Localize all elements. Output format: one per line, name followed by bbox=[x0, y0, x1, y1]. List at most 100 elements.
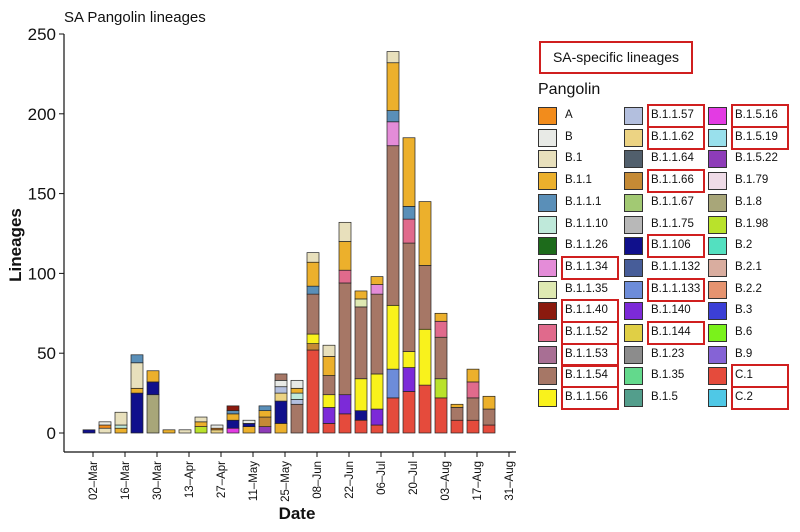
bar-segment bbox=[130, 362, 144, 389]
legend-item: B.1.8 bbox=[708, 193, 790, 213]
bar-segment bbox=[354, 306, 368, 380]
bar-segment bbox=[322, 375, 336, 396]
bar-segment bbox=[338, 221, 352, 242]
y-tick-label: 150 bbox=[28, 185, 56, 204]
bar-segment bbox=[146, 394, 160, 434]
x-tick-label: 30–Mar bbox=[152, 461, 164, 500]
x-axis: 02–Mar 16–Mar 30–Mar 13–Apr 27–Apr 11–May 25–M… bbox=[64, 451, 516, 502]
bar-segment bbox=[370, 373, 384, 410]
x-tick-label: 02–Mar bbox=[88, 461, 100, 500]
legend-swatch bbox=[708, 237, 727, 256]
legend-label: B.1.1.62 bbox=[651, 130, 694, 143]
bar-segment bbox=[306, 333, 320, 344]
legend-swatch bbox=[708, 172, 727, 191]
legend-label: B.1.35 bbox=[651, 369, 685, 382]
bar-segment bbox=[466, 397, 480, 421]
bar-segment bbox=[402, 206, 416, 220]
bar-segment bbox=[290, 387, 304, 394]
x-axis-label: Date bbox=[279, 504, 316, 523]
legend-swatch bbox=[538, 215, 557, 234]
bar-segment bbox=[226, 427, 240, 434]
legend-item: B.1.1.75 bbox=[624, 215, 706, 235]
y-tick-label: 50 bbox=[37, 344, 56, 363]
legend-item: B.1 bbox=[538, 149, 620, 169]
bar-segment bbox=[98, 427, 112, 434]
bar-segment bbox=[274, 379, 288, 388]
legend-label: B.1.1.1 bbox=[565, 195, 602, 208]
legend-label: B.6 bbox=[735, 326, 753, 338]
bar-segment bbox=[274, 373, 288, 381]
bar-segment bbox=[482, 395, 496, 410]
bar-segment bbox=[466, 419, 480, 434]
legend-label: B.1.1.54 bbox=[565, 369, 608, 382]
legend-label: B.1.1.57 bbox=[651, 109, 694, 121]
x-tick-label: 20–Jul bbox=[408, 461, 420, 495]
legend-item: B.1.1.34 bbox=[538, 255, 620, 280]
legend-item: B.1.1.133 bbox=[624, 277, 706, 302]
bar-segment bbox=[98, 421, 112, 426]
legend-label: B.1.1.133 bbox=[651, 282, 701, 295]
bar-segment bbox=[258, 405, 272, 412]
bar-segment bbox=[242, 423, 256, 427]
bar-segment bbox=[98, 424, 112, 429]
legend-label: B.2.2 bbox=[735, 282, 762, 295]
legend-item: B.1.5 bbox=[624, 388, 706, 408]
bar-segment bbox=[146, 381, 160, 396]
legend-label: B.1.106 bbox=[651, 239, 691, 252]
legend-item: B.3 bbox=[708, 301, 790, 321]
legend-swatch bbox=[538, 280, 557, 299]
bar-segment bbox=[322, 356, 336, 376]
legend-item: B.1.98 bbox=[708, 215, 790, 235]
legend-item: B.1.5.19 bbox=[708, 125, 790, 150]
legend-label: B bbox=[565, 130, 573, 143]
legend-label: B.1.1.66 bbox=[651, 174, 694, 187]
legend-item: B.1.1.40 bbox=[538, 299, 620, 324]
legend-title: Pangolin bbox=[538, 81, 601, 98]
legend-swatch bbox=[624, 172, 643, 191]
legend-label: B.3 bbox=[735, 304, 753, 317]
bar-segment bbox=[258, 416, 272, 427]
legend-label: B.1.144 bbox=[651, 326, 691, 338]
legend-swatch bbox=[624, 128, 643, 147]
legend-item: B.1.1.53 bbox=[538, 342, 620, 367]
legend-item: B.1.1.54 bbox=[538, 364, 620, 389]
legend-label: B.1.8 bbox=[735, 195, 762, 208]
legend-swatch bbox=[624, 280, 643, 299]
legend-item: B.6 bbox=[708, 323, 790, 343]
legend-item: B.1.1.26 bbox=[538, 236, 620, 256]
legend-swatch bbox=[538, 193, 557, 212]
legend-swatch bbox=[708, 367, 727, 386]
legend-item: C.2 bbox=[708, 386, 790, 411]
bar-segment bbox=[290, 403, 304, 434]
bar-segment bbox=[322, 407, 336, 424]
bar-segment bbox=[338, 282, 352, 396]
bar-segment bbox=[386, 121, 400, 147]
bar-segment bbox=[242, 426, 256, 434]
bar-segment bbox=[242, 419, 256, 424]
legend-item: B.2.2 bbox=[708, 280, 790, 300]
legend-label: B.1.23 bbox=[651, 347, 685, 360]
x-tick-label: 22–Jun bbox=[344, 461, 356, 499]
legend-item: B.9 bbox=[708, 345, 790, 365]
bar-segment bbox=[386, 304, 400, 370]
legend-item: B.1.5.22 bbox=[708, 149, 790, 169]
legend-label: B.1.1.67 bbox=[651, 195, 694, 208]
bar-segment bbox=[258, 426, 272, 434]
legend-item: B.1.5.16 bbox=[708, 104, 790, 128]
legend-label: B.2.1 bbox=[735, 260, 762, 273]
legend-swatch bbox=[708, 389, 727, 408]
y-axis: 0 50 100 150 200 250 bbox=[28, 25, 65, 452]
chart-title: SA Pangolin lineages bbox=[64, 9, 206, 26]
legend-label: B.1.1.132 bbox=[651, 260, 701, 273]
legend-item: B.1.1.62 bbox=[624, 125, 706, 150]
bar-segment bbox=[418, 384, 432, 434]
bar-segment bbox=[354, 378, 368, 412]
legend-swatch bbox=[538, 107, 557, 125]
bar-segment bbox=[418, 328, 432, 386]
bar-segment bbox=[306, 261, 320, 287]
legend-swatch bbox=[708, 215, 727, 234]
x-tick-label: 08–Jun bbox=[312, 461, 324, 499]
legend-item: B.1.1.132 bbox=[624, 258, 706, 278]
bar-segment bbox=[402, 351, 416, 368]
